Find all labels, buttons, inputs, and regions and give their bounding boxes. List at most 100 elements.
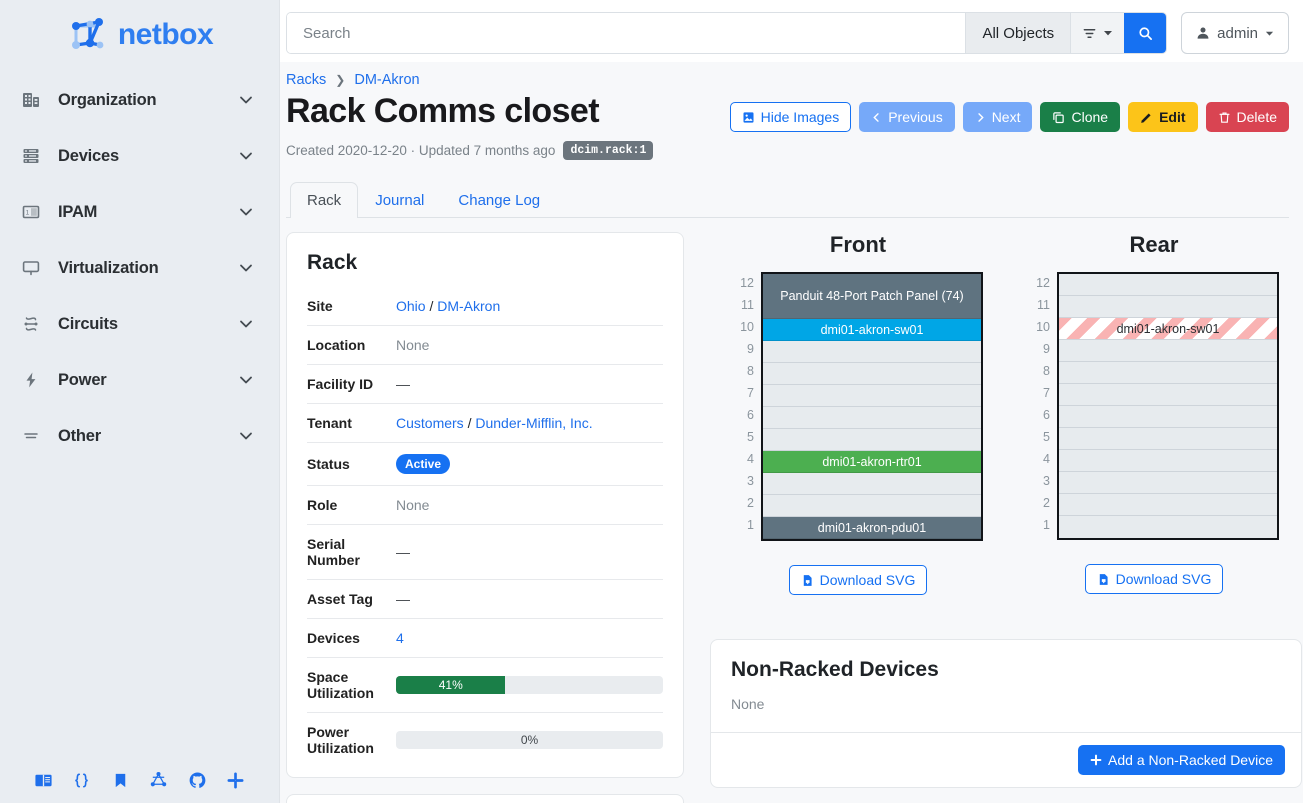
table-row: Facility ID — bbox=[307, 364, 663, 404]
tenant-link[interactable]: Dunder-Mifflin, Inc. bbox=[475, 415, 593, 431]
rack-unit-empty[interactable] bbox=[1059, 428, 1277, 450]
code-braces-icon[interactable] bbox=[72, 771, 91, 790]
table-row: Role None bbox=[307, 485, 663, 525]
rack-unit-empty[interactable] bbox=[763, 495, 981, 517]
breadcrumb: Racks ❯ DM-Akron bbox=[286, 62, 1289, 90]
rack-unit-empty[interactable] bbox=[1059, 516, 1277, 538]
front-rack: 12 11 10 9 8 7 6 5 4 3 bbox=[733, 272, 983, 541]
rack-unit-empty[interactable] bbox=[763, 385, 981, 407]
chevron-right-icon bbox=[975, 112, 986, 123]
graphql-icon[interactable] bbox=[149, 771, 168, 790]
sidebar-footer bbox=[0, 757, 279, 803]
previous-button[interactable]: Previous bbox=[859, 102, 955, 132]
rack-unit-empty[interactable] bbox=[1059, 296, 1277, 318]
rack-unit-device[interactable]: dmi01-akron-sw01 bbox=[1059, 318, 1277, 340]
rack-unit-empty[interactable] bbox=[763, 363, 981, 385]
circuits-icon bbox=[22, 315, 46, 333]
search-input[interactable] bbox=[287, 13, 966, 53]
sidebar-item-other[interactable]: Other bbox=[0, 408, 279, 464]
edit-button[interactable]: Edit bbox=[1128, 102, 1198, 132]
sidebar-item-label: IPAM bbox=[58, 202, 98, 221]
non-racked-body: Non-Racked Devices None bbox=[711, 640, 1301, 732]
rack-unit-empty[interactable] bbox=[1059, 340, 1277, 362]
sidebar-item-circuits[interactable]: Circuits bbox=[0, 296, 279, 352]
rack-unit-empty[interactable] bbox=[763, 473, 981, 495]
devices-count-link[interactable]: 4 bbox=[396, 630, 404, 646]
sidebar-item-power[interactable]: Power bbox=[0, 352, 279, 408]
book-icon[interactable] bbox=[34, 771, 53, 790]
brand-name: netbox bbox=[117, 18, 214, 51]
delete-button[interactable]: Delete bbox=[1205, 102, 1289, 132]
non-racked-footer: Add a Non-Racked Device bbox=[711, 732, 1301, 787]
rack-unit-empty[interactable] bbox=[1059, 450, 1277, 472]
rack-unit-empty[interactable] bbox=[763, 341, 981, 363]
object-tag-badge: dcim.rack:1 bbox=[563, 141, 654, 160]
status-badge: Active bbox=[396, 454, 451, 474]
chevron-down-icon bbox=[1103, 28, 1113, 38]
rack-unit-empty[interactable] bbox=[1059, 362, 1277, 384]
row-label: Devices bbox=[307, 618, 396, 658]
tab-change-log[interactable]: Change Log bbox=[458, 192, 541, 209]
chevron-down-icon bbox=[1265, 29, 1274, 38]
rack-unit-device[interactable]: dmi01-akron-sw01 bbox=[763, 319, 981, 341]
next-button[interactable]: Next bbox=[962, 102, 1033, 132]
chevron-down-icon bbox=[237, 91, 255, 109]
netbox-logo-icon bbox=[66, 14, 110, 56]
tab-rack[interactable]: Rack bbox=[290, 182, 359, 218]
download-svg-rear-button[interactable]: Download SVG bbox=[1084, 564, 1224, 594]
rear-rack-box: dmi01-akron-sw01 bbox=[1057, 272, 1279, 540]
user-icon bbox=[1196, 26, 1210, 40]
brand[interactable]: netbox bbox=[0, 0, 279, 66]
add-non-racked-device-button[interactable]: Add a Non-Racked Device bbox=[1078, 745, 1285, 775]
non-racked-card: Non-Racked Devices None bbox=[710, 639, 1302, 788]
rack-unit-empty[interactable] bbox=[763, 407, 981, 429]
sidebar-item-ipam[interactable]: 1 IPAM bbox=[0, 184, 279, 240]
tab-journal[interactable]: Journal bbox=[375, 192, 425, 209]
clone-button[interactable]: Clone bbox=[1040, 102, 1121, 132]
rack-unit-empty[interactable] bbox=[1059, 472, 1277, 494]
slack-icon[interactable] bbox=[226, 771, 245, 790]
rack-unit-empty[interactable] bbox=[1059, 274, 1277, 296]
unit-number: 10 bbox=[740, 320, 754, 334]
sidebar-item-devices[interactable]: Devices bbox=[0, 128, 279, 184]
sidebar-item-label: Power bbox=[58, 370, 107, 389]
bottom-partial-card bbox=[286, 794, 684, 803]
table-row: Power Utilization 0% bbox=[307, 712, 663, 767]
site-group-link[interactable]: Ohio bbox=[396, 298, 426, 314]
breadcrumb-current[interactable]: DM-Akron bbox=[354, 72, 420, 88]
unit-number: 1 bbox=[1043, 518, 1050, 532]
non-racked-title: Non-Racked Devices bbox=[731, 658, 939, 681]
unit-number: 3 bbox=[747, 474, 754, 488]
row-label: Site bbox=[307, 298, 333, 314]
search-filter-button[interactable] bbox=[1070, 13, 1125, 53]
search-submit-button[interactable] bbox=[1124, 13, 1167, 53]
rack-unit-empty[interactable] bbox=[763, 429, 981, 451]
tenant-group-link[interactable]: Customers bbox=[396, 415, 464, 431]
rack-unit-device[interactable]: dmi01-akron-rtr01 bbox=[763, 451, 981, 473]
file-download-icon bbox=[801, 574, 814, 587]
download-svg-front-button[interactable]: Download SVG bbox=[788, 565, 928, 595]
sidebar-item-organization[interactable]: Organization bbox=[0, 72, 279, 128]
breadcrumb-racks[interactable]: Racks bbox=[286, 72, 327, 88]
unit-number: 4 bbox=[747, 452, 754, 466]
site-link[interactable]: DM-Akron bbox=[437, 298, 501, 314]
chevron-down-icon bbox=[237, 259, 255, 277]
rack-unit-device[interactable]: dmi01-akron-pdu01 bbox=[763, 517, 981, 539]
user-menu-button[interactable]: admin bbox=[1181, 12, 1289, 54]
bookmark-icon[interactable] bbox=[111, 771, 130, 790]
file-download-icon bbox=[1097, 573, 1110, 586]
row-label: Space Utilization bbox=[307, 657, 396, 713]
rack-card-title: Rack bbox=[307, 251, 358, 274]
search-scope-select[interactable]: All Objects bbox=[965, 13, 1071, 53]
rack-unit-device[interactable]: Panduit 48-Port Patch Panel (74) bbox=[763, 274, 981, 319]
unit-number: 12 bbox=[1036, 276, 1050, 290]
space-utilization-label: 41% bbox=[438, 678, 463, 692]
rack-unit-empty[interactable] bbox=[1059, 384, 1277, 406]
sidebar-item-label: Other bbox=[58, 426, 102, 445]
github-icon[interactable] bbox=[188, 771, 207, 790]
rack-unit-empty[interactable] bbox=[1059, 494, 1277, 516]
hide-images-button[interactable]: Hide Images bbox=[729, 102, 852, 132]
sidebar: netbox bbox=[0, 0, 280, 803]
rack-unit-empty[interactable] bbox=[1059, 406, 1277, 428]
sidebar-item-virtualization[interactable]: Virtualization bbox=[0, 240, 279, 296]
